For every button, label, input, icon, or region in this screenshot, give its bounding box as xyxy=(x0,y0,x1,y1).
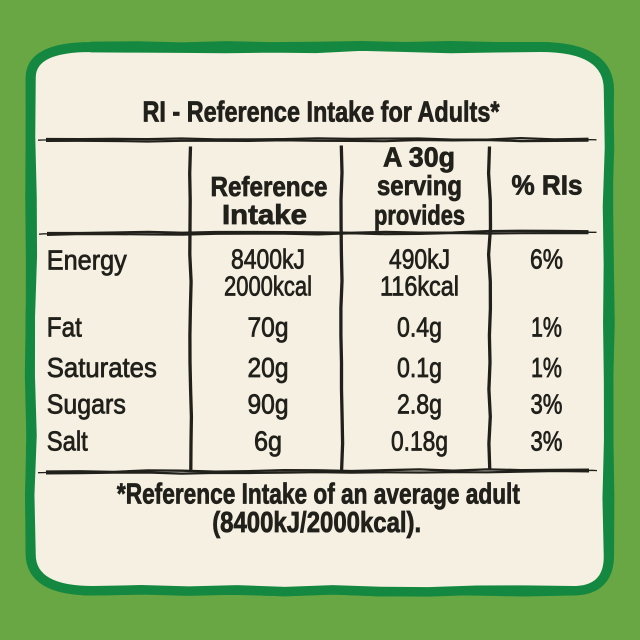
svg-text:6%: 6% xyxy=(530,243,563,274)
svg-text:*Reference Intake of an averag: *Reference Intake of an average adult xyxy=(117,478,520,510)
svg-text:% RIs: % RIs xyxy=(512,169,583,200)
svg-text:0.18g: 0.18g xyxy=(391,426,448,457)
svg-text:serving: serving xyxy=(377,170,462,201)
svg-text:20g: 20g xyxy=(248,352,289,383)
svg-text:Reference: Reference xyxy=(211,171,328,202)
svg-text:70g: 70g xyxy=(248,311,289,342)
svg-text:1%: 1% xyxy=(531,311,562,342)
svg-text:Saturates: Saturates xyxy=(47,352,157,383)
svg-text:(8400kJ/2000kcal).: (8400kJ/2000kcal). xyxy=(212,507,421,539)
svg-text:A 30g: A 30g xyxy=(383,142,455,173)
svg-text:2.8g: 2.8g xyxy=(397,389,442,420)
svg-text:provides: provides xyxy=(374,199,465,230)
svg-text:RI - Reference Intake for Adul: RI - Reference Intake for Adults* xyxy=(143,97,501,129)
svg-text:3%: 3% xyxy=(531,426,563,457)
svg-text:3%: 3% xyxy=(531,389,563,420)
svg-text:490kJ: 490kJ xyxy=(389,243,450,274)
svg-text:2000kcal: 2000kcal xyxy=(224,271,312,302)
svg-text:0.1g: 0.1g xyxy=(397,352,442,383)
svg-text:90g: 90g xyxy=(248,389,289,420)
svg-text:8400kJ: 8400kJ xyxy=(231,243,305,274)
svg-text:Intake: Intake xyxy=(222,199,307,230)
svg-text:Fat: Fat xyxy=(47,311,82,342)
svg-text:0.4g: 0.4g xyxy=(397,311,442,342)
svg-text:Energy: Energy xyxy=(47,245,127,276)
svg-text:Sugars: Sugars xyxy=(47,389,126,420)
svg-text:Salt: Salt xyxy=(47,426,88,457)
svg-text:6g: 6g xyxy=(254,426,282,457)
svg-text:1%: 1% xyxy=(531,352,562,383)
svg-text:116kcal: 116kcal xyxy=(380,271,459,302)
